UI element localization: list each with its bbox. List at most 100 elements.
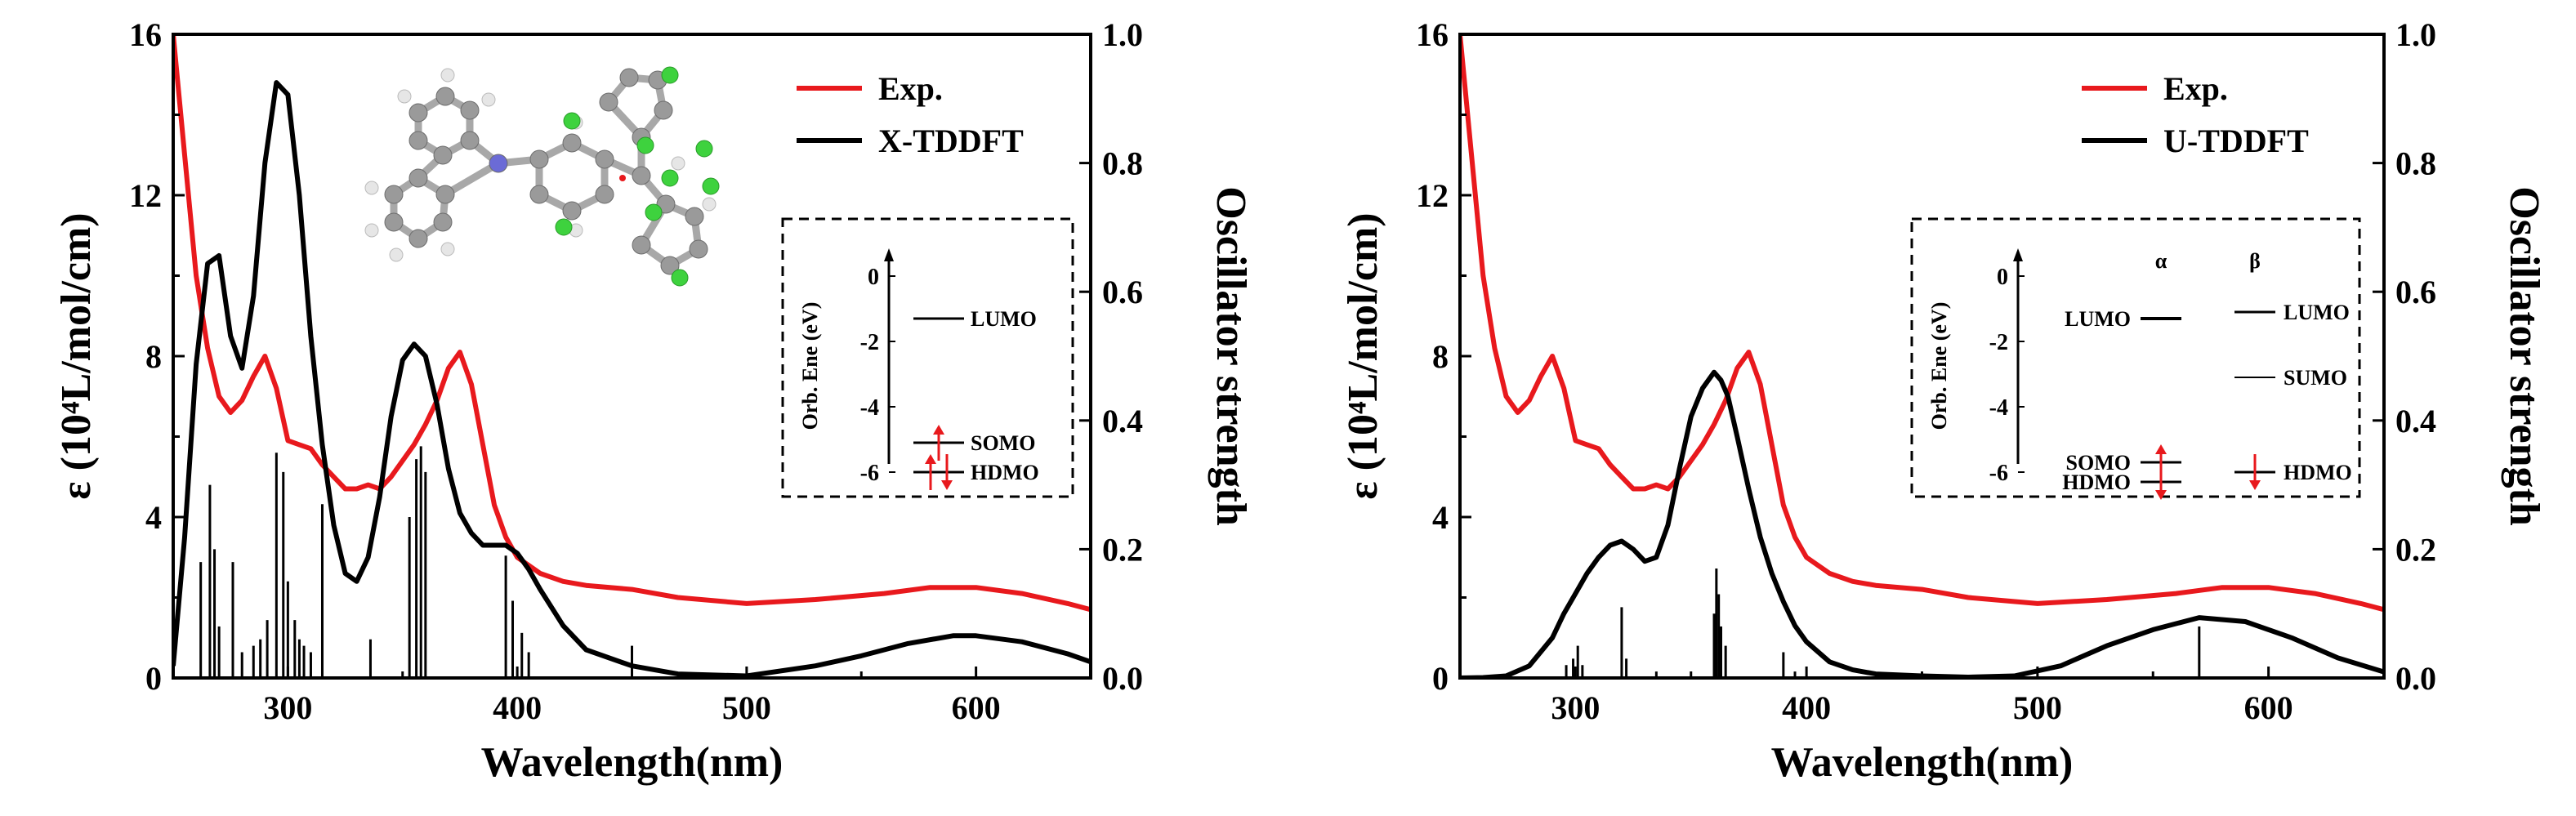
carbon-atom	[408, 103, 428, 123]
chlorine-atom	[636, 136, 654, 154]
chlorine-atom	[645, 203, 663, 221]
carbon-atom	[529, 185, 549, 204]
alpha-orbital-label: LUMO	[2065, 307, 2131, 331]
chlorine-atom	[671, 269, 689, 287]
carbon-atom	[632, 235, 651, 255]
hydrogen-atom	[389, 247, 404, 262]
alpha-orbital-label: SOMO	[2066, 451, 2131, 475]
stick-spectrum	[199, 446, 633, 678]
carbon-atom	[562, 133, 582, 153]
radical-dot	[619, 175, 626, 181]
inset-tick-label: -6	[1989, 461, 2008, 486]
series-line-tddft	[173, 80, 1091, 678]
carbon-atom	[632, 166, 651, 185]
inset-frame	[1910, 217, 2361, 498]
x-tick-label: 600	[2244, 689, 2293, 726]
y2-tick-label: 0.8	[2395, 145, 2436, 182]
series-line-tddft	[1460, 369, 2384, 678]
y2-tick-label: 0.6	[2395, 274, 2436, 310]
inset-frame	[781, 217, 1074, 498]
inset-tick-label: 0	[1997, 265, 2008, 290]
carbon-atom	[654, 100, 673, 120]
inset-axis-title: Orb. Ene (eV)	[798, 302, 822, 430]
orbital-level-label: LUMO	[971, 307, 1037, 331]
inset-axis-arrow	[2013, 248, 2023, 261]
y2-tick-label: 0.2	[1102, 531, 1143, 568]
hydrogen-atom	[481, 92, 496, 107]
hydrogen-atom	[364, 223, 379, 238]
inset-tick-label: -2	[1989, 330, 2008, 355]
y2-tick-label: 0.4	[2395, 403, 2436, 439]
chlorine-atom	[563, 112, 581, 130]
y2-tick-label: 0.2	[2395, 531, 2436, 568]
beta-orbital-label: LUMO	[2284, 301, 2350, 324]
y2-tick-label: 0.6	[1102, 274, 1143, 310]
carbon-atom	[408, 168, 428, 188]
hydrogen-atom	[397, 89, 412, 104]
x-tick-label: 500	[722, 689, 771, 726]
y-tick-label: 12	[1416, 177, 1449, 214]
y2-tick-label: 0.4	[1102, 403, 1143, 439]
legend-label: U-TDDFT	[2163, 123, 2309, 159]
y2-tick-label: 0.0	[1102, 660, 1143, 697]
chlorine-atom	[661, 66, 679, 84]
y2-tick-label: 0.8	[1102, 145, 1143, 182]
x-tick-label: 400	[1782, 689, 1831, 726]
series-line-exp	[173, 34, 1091, 613]
carbon-atom	[435, 185, 455, 204]
y2-tick-label: 1.0	[2395, 16, 2436, 53]
molecule-structure-image	[364, 66, 720, 287]
x-tick-label: 400	[493, 689, 542, 726]
x-axis-title: Wavelength(nm)	[481, 739, 784, 786]
inset-axis-arrow	[884, 248, 894, 261]
carbon-atom	[656, 194, 676, 214]
alpha-label: α	[2155, 249, 2168, 273]
y2-axis-title: Oscillator strength	[1208, 186, 1254, 526]
hydrogen-atom	[364, 181, 379, 195]
y-axis-title: ε (10⁴L/mol/cm)	[1340, 212, 1386, 499]
legend-label: Exp.	[2163, 70, 2228, 107]
inset-tick-label: -2	[860, 330, 879, 355]
x-tick-label: 300	[263, 689, 312, 726]
chlorine-atom	[661, 169, 679, 187]
x-tick-label: 300	[1551, 689, 1600, 726]
electron-arrow-head	[925, 454, 936, 464]
chart-panel-left: 300 400 500 600 0 4 8 12 16 0.0 0.2 0.4 0.6 0.8 1.0 Wav…	[53, 16, 1254, 786]
electron-arrow-head	[933, 425, 944, 435]
y-tick-label: 8	[145, 338, 162, 375]
y-tick-label: 16	[129, 16, 162, 53]
hydrogen-atom	[440, 68, 455, 82]
chlorine-atom	[695, 140, 713, 158]
electron-arrow-head	[2249, 480, 2261, 490]
y2-tick-label: 1.0	[1102, 16, 1143, 53]
legend-label: X-TDDFT	[878, 123, 1024, 159]
orbital-level-label: SOMO	[971, 431, 1035, 455]
carbon-atom	[562, 201, 582, 221]
y-tick-label: 0	[1432, 660, 1449, 697]
molecule-bond	[441, 159, 502, 198]
carbon-atom	[460, 100, 480, 120]
x-tick-label: 600	[952, 689, 1001, 726]
carbon-atom	[529, 149, 549, 169]
y2-axis-title: Oscillator strength	[2501, 186, 2547, 526]
y-tick-label: 4	[145, 499, 162, 536]
series-line-exp	[1460, 34, 2384, 613]
x-tick-label: 500	[2013, 689, 2062, 726]
inset-tick-label: -4	[1989, 395, 2008, 421]
electron-arrow-head	[2155, 444, 2167, 454]
hydrogen-atom	[702, 197, 717, 212]
carbon-atom	[660, 256, 680, 275]
y-axis-title: ε (10⁴L/mol/cm)	[53, 212, 100, 499]
hydrogen-atom	[440, 242, 455, 256]
chlorine-atom	[555, 218, 573, 236]
y-tick-label: 12	[129, 177, 162, 214]
beta-label: β	[2249, 249, 2261, 273]
carbon-atom	[384, 212, 404, 232]
electron-arrow-head	[941, 480, 953, 490]
carbon-atom	[433, 212, 453, 232]
carbon-atom	[384, 185, 404, 204]
inset-tick-label: -4	[860, 395, 879, 421]
beta-orbital-label: HDMO	[2284, 461, 2352, 484]
carbon-atom	[460, 131, 480, 150]
